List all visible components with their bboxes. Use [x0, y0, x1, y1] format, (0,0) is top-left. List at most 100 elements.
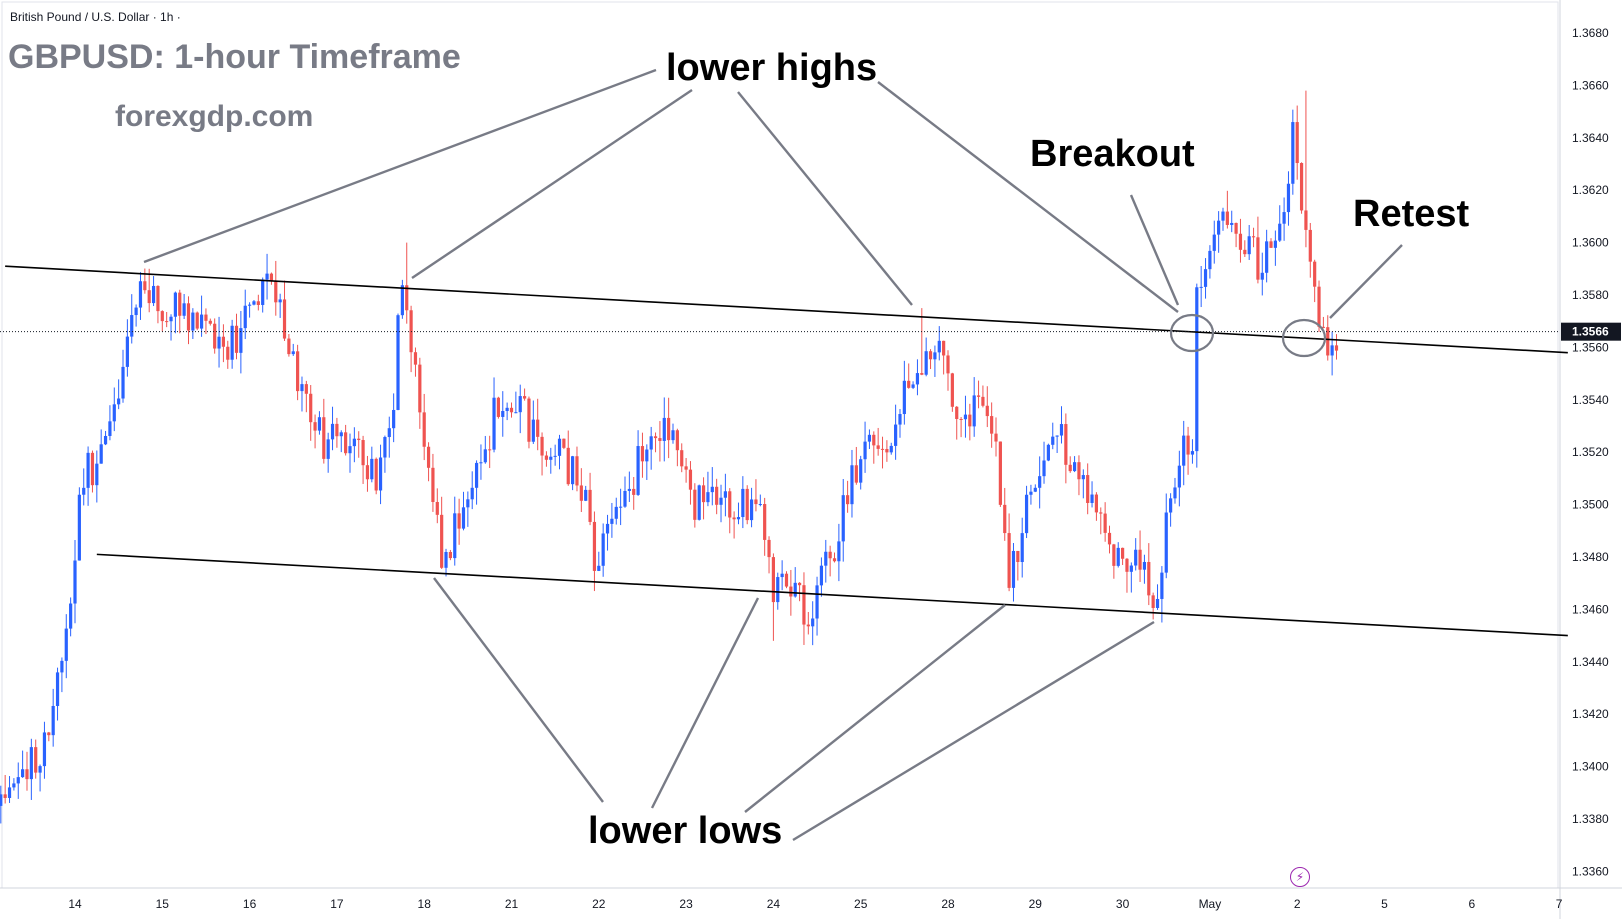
candle-body — [95, 463, 99, 486]
symbol-header[interactable]: British Pound / U.S. Dollar · 1h · — [10, 10, 181, 24]
candle-body — [1138, 549, 1142, 570]
price-axis[interactable]: 1.3680 1.3660 1.3640 1.3620 1.3600 1.3580 1.35… — [1561, 26, 1621, 878]
candle-body — [422, 412, 426, 447]
candle — [108, 405, 112, 441]
candle-body — [213, 323, 217, 349]
candle — [605, 514, 610, 551]
candle-body — [1247, 236, 1251, 255]
candle-body — [34, 747, 38, 773]
candle-body — [103, 435, 108, 445]
candle-body — [584, 489, 588, 501]
candle — [1212, 220, 1216, 264]
candle — [313, 414, 317, 449]
candle-body — [322, 417, 326, 459]
candle — [1112, 543, 1116, 579]
candle — [1164, 493, 1168, 579]
candle — [544, 451, 549, 467]
candle-body — [1020, 533, 1024, 563]
candle — [924, 337, 928, 377]
candle — [121, 349, 125, 403]
candle-body — [217, 336, 221, 349]
candle — [680, 443, 684, 473]
candle — [584, 485, 588, 502]
candle-body — [265, 273, 269, 280]
candle — [1072, 456, 1077, 473]
candle — [309, 385, 313, 441]
candle — [1221, 207, 1225, 231]
candle-body — [313, 422, 317, 431]
candle — [876, 427, 880, 456]
candle-body — [1251, 236, 1256, 238]
candle-body — [832, 558, 837, 562]
candle-body — [1299, 163, 1304, 211]
candle — [42, 721, 47, 779]
candle-body — [282, 299, 287, 339]
candle — [832, 552, 837, 563]
candle-body — [793, 582, 797, 597]
candle — [186, 296, 191, 345]
candle-body — [1212, 234, 1216, 251]
candle-body — [1011, 550, 1016, 588]
candle — [911, 381, 915, 390]
candle — [675, 428, 679, 467]
pointer-lower-high-4 — [877, 81, 1179, 313]
candle — [1129, 562, 1133, 593]
flash-icon[interactable]: ⚡ — [1290, 867, 1310, 887]
price-tick-label: 1.3560 — [1572, 340, 1609, 354]
annotation-pointer-layer — [143, 68, 1403, 842]
candle-body — [968, 414, 972, 427]
candle-body — [1169, 498, 1173, 513]
candle — [763, 497, 767, 556]
candle-body — [846, 495, 850, 505]
candle-body — [470, 487, 474, 500]
candle — [69, 597, 73, 637]
candle — [134, 304, 138, 327]
time-tick-label: 5 — [1381, 897, 1388, 911]
candle-body — [719, 497, 723, 505]
candle — [1147, 543, 1151, 606]
candle-body — [728, 491, 732, 518]
candle — [82, 468, 86, 506]
candle-body — [972, 395, 976, 427]
candle — [1016, 550, 1020, 581]
candle — [387, 416, 391, 458]
candle — [0, 785, 3, 824]
candle-body — [610, 518, 614, 524]
candle-body — [889, 445, 893, 453]
candle-body — [488, 449, 492, 451]
price-tick-label: 1.3460 — [1572, 602, 1609, 616]
time-tick-label: 23 — [679, 897, 693, 911]
label-lower-lows: lower lows — [588, 810, 783, 852]
candle-body — [352, 438, 356, 447]
candle — [684, 458, 688, 483]
time-axis[interactable]: 14 15 16 17 18 21 22 23 24 25 28 29 30 May 2 5 6 7 — [68, 897, 1562, 911]
candle-body — [169, 316, 173, 322]
candle-body — [1042, 460, 1046, 477]
candle-body — [1077, 462, 1081, 480]
candle — [208, 318, 212, 326]
candle-body — [309, 393, 313, 423]
candle — [287, 334, 291, 357]
candle-body — [592, 521, 597, 571]
candle — [841, 479, 845, 562]
candle-body — [946, 355, 950, 374]
candle — [143, 268, 147, 294]
candle-body — [230, 325, 234, 360]
candle — [623, 476, 627, 508]
candle — [3, 774, 7, 804]
candle — [322, 398, 326, 464]
candle — [348, 433, 352, 473]
candle — [697, 484, 701, 521]
candle — [330, 406, 335, 451]
candle — [1330, 331, 1334, 376]
candle — [619, 488, 623, 526]
price-tick-label: 1.3420 — [1572, 707, 1609, 721]
candle-body — [693, 489, 697, 520]
candle — [880, 436, 885, 469]
candle-body — [1317, 286, 1321, 327]
candle-body — [531, 419, 535, 442]
candle-body — [73, 560, 77, 604]
time-tick-label: 18 — [418, 897, 432, 911]
candle — [370, 446, 374, 483]
